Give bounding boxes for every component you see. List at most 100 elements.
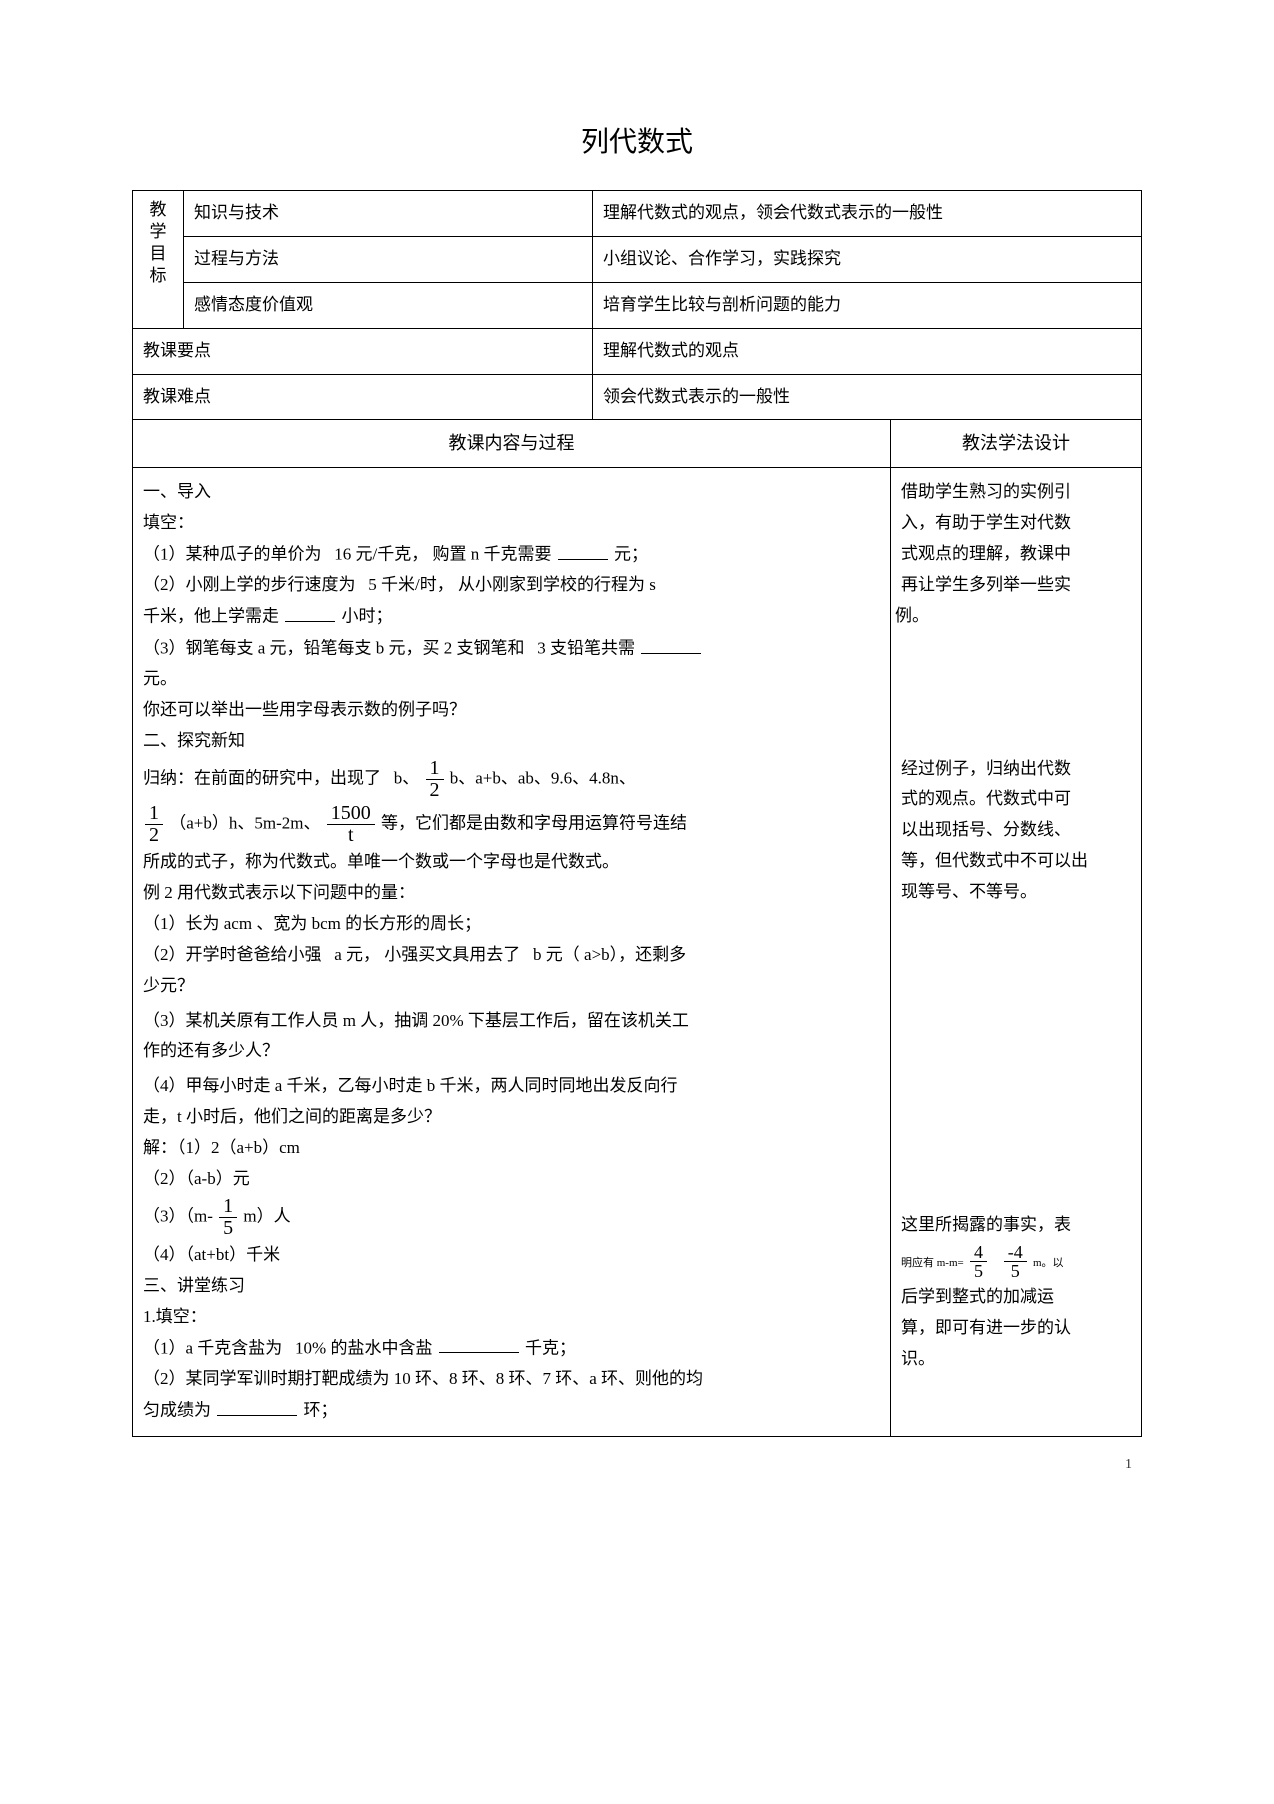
section-heading: 二、探究新知 bbox=[143, 727, 880, 756]
goal-row-label: 知识与技术 bbox=[184, 191, 593, 237]
text: 归纳：在前面的研究中，出现了 bbox=[143, 769, 381, 788]
numerator: 1 bbox=[145, 803, 163, 825]
text: 以出现括号、分数线、 bbox=[901, 816, 1131, 845]
content-cell: 一、导入 填空： （1）某种瓜子的单价为 16 元/千克， 购置 n 千克需要 … bbox=[133, 468, 891, 1437]
fraction: 1 5 bbox=[219, 1196, 237, 1239]
page-title: 列代数式 bbox=[132, 120, 1142, 160]
text: （a+b）h、5m-2m、 bbox=[169, 814, 320, 833]
text: （2）（a-b）元 bbox=[143, 1165, 880, 1194]
text: （2）小刚上学的步行速度为 bbox=[143, 575, 356, 594]
blank bbox=[217, 1396, 297, 1416]
lesson-plan-table: 教学目标 知识与技术 理解代数式的观点，领会代数式表示的一般性 过程与方法 小组… bbox=[132, 190, 1142, 1437]
text: 借助学生熟习的实例引 bbox=[901, 478, 1131, 507]
text: 后学到整式的加减运 bbox=[901, 1283, 1131, 1312]
numerator: -4 bbox=[1004, 1243, 1027, 1263]
goal-row-label: 过程与方法 bbox=[184, 236, 593, 282]
numerator: 1500 bbox=[327, 803, 375, 825]
text: 3 支铅笔共需 bbox=[537, 639, 635, 658]
section-heading: 三、讲堂练习 bbox=[143, 1272, 880, 1301]
denominator: t bbox=[327, 825, 375, 846]
text: a 元， 小强买文具用去了 bbox=[334, 945, 520, 964]
fraction: 4 5 bbox=[970, 1243, 987, 1282]
page-number: 1 bbox=[132, 1457, 1142, 1473]
text: 这里所揭露的事实，表 bbox=[901, 1211, 1131, 1240]
text: 所成的式子，称为代数式。单唯一个数或一个字母也是代数式。 bbox=[143, 848, 880, 877]
blank bbox=[641, 634, 701, 654]
method-cell: 借助学生熟习的实例引 入，有助于学生对代数 式观点的理解，教课中 再让学生多列举… bbox=[891, 468, 1142, 1437]
text: 例 2 用代数式表示以下问题中的量： bbox=[143, 879, 880, 908]
method-header: 教法学法设计 bbox=[891, 420, 1142, 468]
text: （1）长为 acm 、宽为 bcm 的长方形的周长； bbox=[143, 910, 880, 939]
text: （2）开学时爸爸给小强 bbox=[143, 945, 322, 964]
text: m。以 bbox=[1033, 1257, 1064, 1269]
text: （3）钢笔每支 a 元，铅笔每支 b 元，买 2 支钢笔和 bbox=[143, 639, 525, 658]
text: b、a+b、ab、9.6、4.8n、 bbox=[450, 769, 636, 788]
text: 走，t 小时后，他们之间的距离是多少？ bbox=[143, 1103, 880, 1132]
denominator: 5 bbox=[219, 1218, 237, 1239]
text: 式的观点。代数式中可 bbox=[901, 785, 1131, 814]
text: 小时； bbox=[342, 607, 393, 626]
text: 解：（1）2（a+b）cm bbox=[143, 1134, 880, 1163]
text: 环； bbox=[304, 1401, 338, 1420]
blank bbox=[285, 602, 335, 622]
text: （1）a 千克含盐为 bbox=[143, 1338, 282, 1357]
goals-vert-label: 教学目标 bbox=[133, 191, 184, 329]
text: 千克； bbox=[525, 1338, 576, 1357]
text: （3）（m- bbox=[143, 1206, 213, 1225]
text: 作的还有多少人？ bbox=[143, 1037, 880, 1066]
fraction: 1 2 bbox=[426, 758, 444, 801]
text: 千米，他上学需走 bbox=[143, 607, 279, 626]
numerator: 4 bbox=[970, 1243, 987, 1263]
denominator: 2 bbox=[426, 780, 444, 801]
text: 经过例子，归纳出代数 bbox=[901, 755, 1131, 784]
text: 等，它们都是由数和字母用运算符号连结 bbox=[381, 814, 687, 833]
goal-row-value: 小组议论、合作学习，实践探究 bbox=[593, 236, 1142, 282]
text: （4）（at+bt）千米 bbox=[143, 1241, 880, 1270]
text: 例。 bbox=[901, 602, 1131, 631]
text: 元； bbox=[614, 545, 648, 564]
text: 填空： bbox=[143, 509, 880, 538]
text: 入，有助于学生对代数 bbox=[901, 509, 1131, 538]
fraction: 1 2 bbox=[145, 803, 163, 846]
numerator: 1 bbox=[426, 758, 444, 780]
fraction: -4 5 bbox=[1004, 1243, 1027, 1282]
text: b 元（ a>b），还剩多 bbox=[533, 945, 686, 964]
fraction: 1500 t bbox=[327, 803, 375, 846]
text: 明应有 m-m= bbox=[901, 1257, 964, 1269]
blank bbox=[439, 1334, 519, 1354]
text: 算，即可有进一步的认 bbox=[901, 1314, 1131, 1343]
text: 16 元/千克， 购置 n 千克需要 bbox=[334, 545, 551, 564]
text: （2）某同学军训时期打靶成绩为 10 环、8 环、8 环、7 环、a 环、则他的… bbox=[143, 1365, 880, 1394]
difficulty-value: 领会代数式表示的一般性 bbox=[593, 374, 1142, 420]
numerator: 1 bbox=[219, 1196, 237, 1218]
text: 式观点的理解，教课中 bbox=[901, 540, 1131, 569]
text: 现等号、不等号。 bbox=[901, 878, 1131, 907]
text: 你还可以举出一些用字母表示数的例子吗？ bbox=[143, 696, 880, 725]
text: 1.填空： bbox=[143, 1303, 880, 1332]
text: m）人 bbox=[243, 1206, 290, 1225]
text: 再让学生多列举一些实 bbox=[901, 571, 1131, 600]
keypoint-value: 理解代数式的观点 bbox=[593, 328, 1142, 374]
denominator: 2 bbox=[145, 825, 163, 846]
text: 等，但代数式中不可以出 bbox=[901, 847, 1131, 876]
process-header: 教课内容与过程 bbox=[133, 420, 891, 468]
denominator: 5 bbox=[970, 1262, 987, 1281]
text: （4）甲每小时走 a 千米，乙每小时走 b 千米，两人同时同地出发反向行 bbox=[143, 1072, 880, 1101]
text: 匀成绩为 bbox=[143, 1401, 211, 1420]
goal-row-value: 理解代数式的观点，领会代数式表示的一般性 bbox=[593, 191, 1142, 237]
text: （1）某种瓜子的单价为 bbox=[143, 545, 322, 564]
blank bbox=[558, 540, 608, 560]
text: 少元？ bbox=[143, 972, 880, 1001]
section-heading: 一、导入 bbox=[143, 478, 880, 507]
goal-row-value: 培育学生比较与剖析问题的能力 bbox=[593, 282, 1142, 328]
denominator: 5 bbox=[1004, 1262, 1027, 1281]
text: 元。 bbox=[143, 665, 880, 694]
keypoint-label: 教课要点 bbox=[133, 328, 593, 374]
goal-row-label: 感情态度价值观 bbox=[184, 282, 593, 328]
text: 识。 bbox=[901, 1345, 1131, 1374]
text: b、 bbox=[394, 769, 420, 788]
text: （3）某机关原有工作人员 m 人，抽调 20% 下基层工作后，留在该机关工 bbox=[143, 1007, 880, 1036]
text: 10% 的盐水中含盐 bbox=[295, 1338, 432, 1357]
text: 5 千米/时， 从小刚家到学校的行程为 s bbox=[368, 575, 656, 594]
difficulty-label: 教课难点 bbox=[133, 374, 593, 420]
